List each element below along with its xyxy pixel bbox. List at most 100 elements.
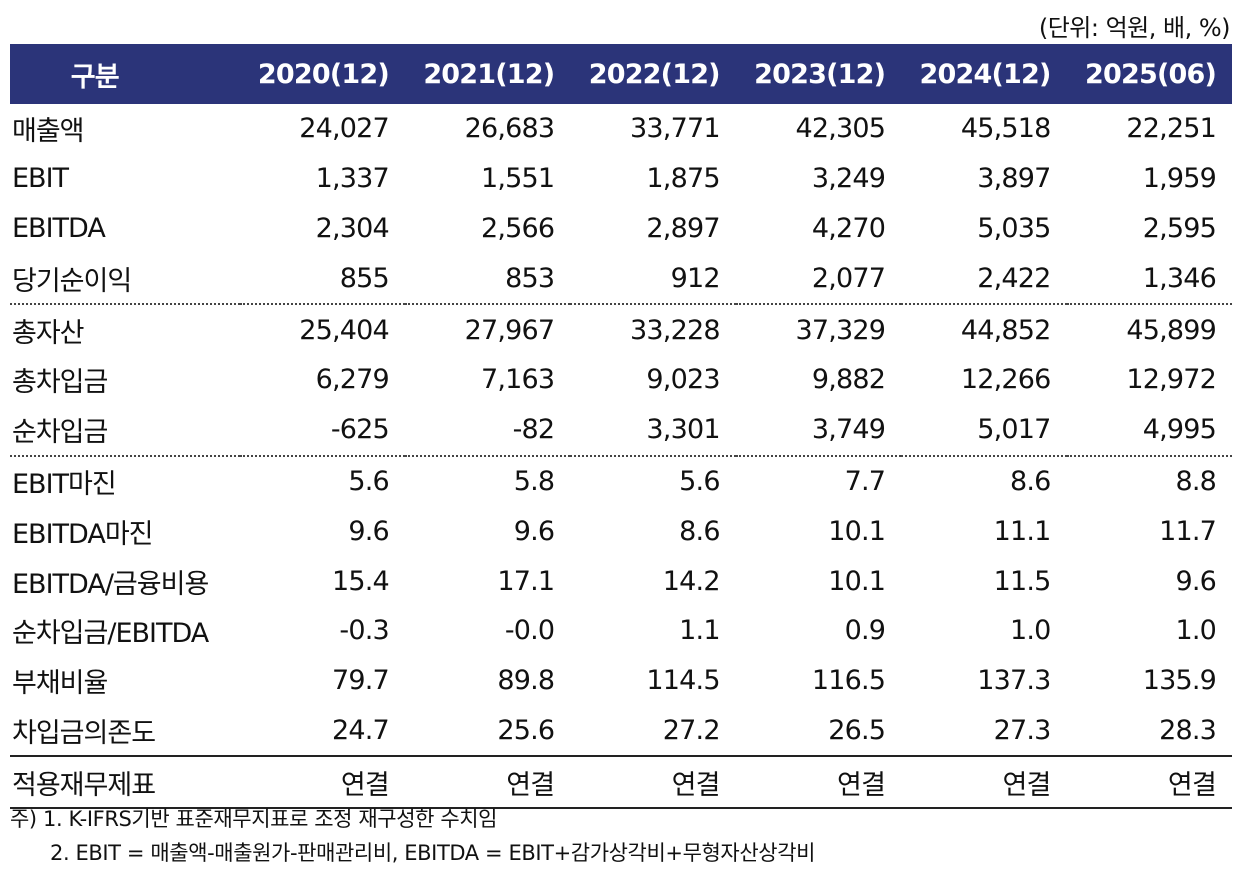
table-cell: 7.7 — [735, 454, 902, 507]
table-row: EBITDA마진 9.6 9.6 8.6 10.1 11.1 11.7 — [10, 506, 1232, 556]
table-cell: 연결 — [239, 755, 405, 810]
table-row: 순차입금 -625 -82 3,301 3,749 5,017 4,995 — [10, 405, 1232, 456]
table-cell: 14.2 — [662, 565, 721, 597]
table-cell: 5.6 — [239, 454, 405, 507]
row-label: 적용재무제표 — [10, 755, 240, 810]
table-cell: -82 — [512, 414, 556, 446]
row-label: EBITDA마진 — [12, 518, 154, 550]
table-cell: 10.1 — [828, 515, 886, 547]
table-cell: 89.8 — [497, 665, 555, 697]
table-cell: 9.6 — [513, 515, 555, 547]
financial-table: 구분 2020(12) 2021(12) 2022(12) 2023(12) 2… — [10, 44, 1232, 810]
table-cell: 1,875 — [646, 163, 720, 195]
row-label: 총자산 — [10, 303, 240, 355]
table-row: 적용재무제표 연결 연결 연결 연결 연결 연결 — [10, 755, 1232, 810]
table-cell: 연결 — [1066, 755, 1232, 810]
header-year: 2025(06) — [1066, 44, 1232, 104]
table-cell: 8.8 — [1066, 454, 1232, 507]
table-cell: 연결 — [901, 755, 1067, 810]
table-row: 총차입금 6,279 7,163 9,023 9,882 12,266 12,972 — [10, 355, 1232, 405]
footnote-1: 주) 1. K-IFRS기반 표준재무지표로 조정 재구성한 수치임 — [10, 807, 498, 831]
table-cell: 4,270 — [811, 212, 886, 244]
table-cell: 2,897 — [646, 212, 720, 244]
table-body: 매출액 24,027 26,683 33,771 42,305 45,518 22,251 E… — [10, 104, 1232, 810]
table-cell: 4,995 — [1142, 414, 1217, 446]
table-cell: 5.6 — [570, 454, 736, 507]
table-row: EBITDA 2,304 2,566 2,897 4,270 5,035 2,595 — [10, 204, 1232, 254]
table-cell: 22,251 — [1126, 113, 1216, 145]
table-cell: 44,852 — [901, 303, 1067, 355]
table-cell: 24.7 — [331, 714, 390, 746]
table-cell: 11.7 — [1159, 515, 1217, 547]
table-cell: 1.1 — [679, 615, 720, 647]
table-cell: 17.1 — [497, 565, 555, 597]
table-cell: 12,266 — [960, 364, 1051, 396]
table-cell: 1.0 — [1009, 615, 1051, 647]
table-cell: 912 — [670, 262, 721, 294]
table-row: 당기순이익 855 853 912 2,077 2,422 1,346 — [10, 253, 1232, 304]
table-cell: 12,972 — [1126, 364, 1216, 396]
header-category: 구분 — [10, 44, 240, 104]
header-year: 2021(12) — [404, 44, 571, 104]
table-cell: 24,027 — [299, 113, 389, 145]
table-row: EBITDA/금융비용 15.4 17.1 14.2 10.1 11.5 9.6 — [10, 556, 1232, 606]
row-label: 차입금의존도 — [12, 717, 156, 749]
row-label: EBIT — [12, 163, 69, 195]
table-row: 순차입금/EBITDA -0.3 -0.0 1.1 0.9 1.0 1.0 — [10, 606, 1232, 656]
footnote-2: 2. EBIT = 매출액-매출원가-판매관리비, EBITDA = EBIT+… — [50, 841, 816, 865]
row-label: 부채비율 — [12, 668, 108, 700]
table-cell: 33,771 — [630, 113, 720, 145]
table-cell: 9.6 — [1175, 565, 1216, 597]
table-cell: 27.2 — [662, 714, 721, 746]
table-cell: 15.4 — [331, 565, 390, 597]
table-cell: 37,329 — [735, 303, 902, 355]
table-cell: 5,035 — [977, 212, 1051, 244]
table-cell: 9,882 — [811, 364, 886, 396]
table-cell: 9.6 — [348, 515, 389, 547]
table-header-row: 구분 2020(12) 2021(12) 2022(12) 2023(12) 2… — [10, 44, 1232, 104]
table-cell: 45,518 — [960, 113, 1051, 145]
row-label: 순차입금 — [12, 417, 108, 449]
table-row: 매출액 24,027 26,683 33,771 42,305 45,518 22,251 — [10, 104, 1232, 154]
table-cell: 3,897 — [977, 163, 1051, 195]
table-cell: 26.5 — [828, 714, 886, 746]
table-cell: 26,683 — [464, 113, 555, 145]
table-cell: 1,337 — [315, 163, 390, 195]
row-label: EBIT마진 — [10, 454, 240, 507]
table-cell: 1,959 — [1142, 163, 1217, 195]
header-year: 2022(12) — [570, 44, 736, 104]
table-cell: -0.3 — [339, 615, 389, 647]
table-row: EBIT 1,337 1,551 1,875 3,249 3,897 1,959 — [10, 154, 1232, 204]
row-label: 순차입금/EBITDA — [12, 618, 209, 650]
table-cell: 42,305 — [795, 113, 886, 145]
table-cell: 2,595 — [1142, 212, 1217, 244]
table-cell: 1.0 — [1175, 615, 1216, 647]
table-cell: 79.7 — [331, 665, 390, 697]
table-cell: 27,967 — [404, 303, 571, 355]
table-cell: 114.5 — [646, 665, 720, 697]
table-cell: 25.6 — [497, 714, 555, 746]
table-cell: 연결 — [570, 755, 736, 810]
footnotes: 주) 1. K-IFRS기반 표준재무지표로 조정 재구성한 수치임 2. EB… — [10, 802, 815, 870]
row-label: 매출액 — [12, 116, 85, 148]
table-cell: 2,422 — [977, 262, 1051, 294]
table-cell: 10.1 — [828, 565, 886, 597]
table-cell: 6,279 — [315, 364, 390, 396]
table-row: EBIT마진 5.6 5.8 5.6 7.7 8.6 8.8 — [10, 454, 1232, 507]
table-row: 부채비율 79.7 89.8 114.5 116.5 137.3 135.9 — [10, 656, 1232, 706]
row-label: 당기순이익 — [12, 265, 132, 297]
row-label: EBITDA/금융비용 — [12, 568, 209, 600]
table-cell: 연결 — [735, 755, 902, 810]
table-cell: 33,228 — [570, 303, 736, 355]
table-cell: 116.5 — [811, 665, 886, 697]
table-cell: 0.9 — [844, 615, 886, 647]
table-cell: -625 — [330, 414, 390, 446]
table-cell: 855 — [339, 262, 390, 294]
table-cell: 8.6 — [901, 454, 1067, 507]
table-cell: 1,551 — [481, 163, 555, 195]
table-cell: 1,346 — [1142, 262, 1217, 294]
table-cell: 11.5 — [993, 565, 1052, 597]
row-label: 총차입금 — [12, 367, 108, 399]
table-row: 총자산 25,404 27,967 33,228 37,329 44,852 45,899 — [10, 303, 1232, 355]
